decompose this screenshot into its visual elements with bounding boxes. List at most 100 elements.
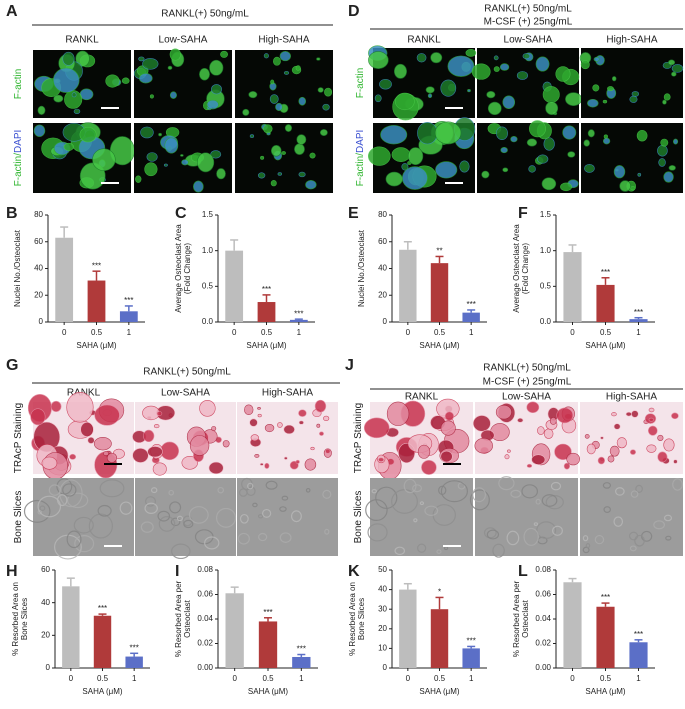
micrograph-feature — [542, 86, 560, 104]
significance: * — [438, 588, 441, 597]
micrograph-feature — [671, 412, 679, 420]
panel-header: RANKL(+) 50ng/mL — [483, 363, 571, 374]
micrograph-feature — [249, 134, 255, 138]
micrograph-feature — [556, 407, 574, 424]
micrograph-feature — [474, 437, 493, 454]
panel-header: M-CSF (+) 25ng/mL — [483, 377, 572, 388]
significance: *** — [124, 296, 133, 305]
y-tick-label: 60 — [41, 565, 50, 574]
micrograph-feature — [660, 138, 669, 147]
micrograph — [477, 123, 579, 193]
panel-letter: K — [348, 563, 360, 580]
row-label: TRAcP Staining — [13, 403, 24, 473]
micrograph-feature — [663, 93, 671, 101]
micrograph-feature — [242, 108, 250, 116]
micrograph-feature — [59, 479, 83, 508]
micrograph-feature — [541, 177, 557, 191]
micrograph-feature — [413, 518, 418, 523]
micrograph-feature — [277, 422, 283, 428]
y-tick-label: 0 — [383, 663, 388, 672]
micrograph-feature — [522, 53, 531, 60]
x-tick-label: 1 — [299, 674, 304, 683]
micrograph-feature — [264, 423, 275, 433]
micrograph-feature — [665, 535, 672, 541]
micrograph-feature — [79, 127, 97, 143]
panel-header: M-CSF (+) 25ng/mL — [484, 17, 573, 28]
x-tick-label: 0.5 — [600, 328, 612, 337]
row-label-part: Bone Slices — [353, 491, 364, 544]
micrograph-feature — [206, 99, 219, 110]
micrograph-feature — [648, 407, 655, 413]
micrograph-feature — [270, 79, 275, 85]
x-tick-label: 0 — [69, 674, 74, 683]
x-tick-label: 0.5 — [262, 674, 274, 683]
micrograph-feature — [657, 434, 664, 442]
micrograph-feature — [417, 444, 431, 459]
micrograph-feature — [132, 448, 149, 463]
micrograph-feature — [566, 452, 580, 466]
micrograph-feature — [593, 56, 600, 62]
y-axis-label: % Resorbed Area on — [348, 582, 357, 656]
y-tick-label: 1.0 — [202, 246, 214, 255]
x-tick-label: 0.5 — [97, 674, 109, 683]
micrograph-feature — [284, 124, 293, 132]
micrograph-feature — [367, 523, 388, 542]
micrograph-feature — [502, 167, 509, 173]
micrograph — [235, 123, 333, 193]
micrograph-feature — [635, 484, 643, 493]
micrograph-feature — [440, 480, 469, 503]
micrograph-feature — [279, 506, 287, 512]
micrograph-feature — [600, 436, 604, 440]
micrograph-feature — [495, 404, 512, 420]
micrograph-feature — [636, 129, 648, 142]
micrograph-feature — [586, 443, 596, 455]
y-tick-label: 30 — [378, 604, 387, 613]
column-label: High-SAHA — [262, 388, 313, 399]
column-label: High-SAHA — [606, 392, 657, 403]
y-tick-label: 0.0 — [540, 317, 552, 326]
micrograph-feature — [181, 455, 198, 470]
micrograph-feature — [62, 483, 77, 497]
row-label-part: F-actin — [13, 69, 24, 100]
bar — [563, 252, 582, 322]
micrograph-feature — [269, 94, 279, 104]
column-label: High-SAHA — [258, 35, 309, 46]
panel-letter: C — [175, 205, 187, 222]
micrograph-feature — [216, 168, 226, 180]
micrograph-feature — [304, 458, 317, 471]
row-label: F-actin — [355, 68, 366, 99]
micrograph-feature — [421, 460, 437, 475]
significance: *** — [466, 637, 475, 646]
micrograph-feature — [580, 60, 590, 70]
micrograph-feature — [498, 476, 515, 491]
micrograph-feature — [62, 51, 75, 66]
micrograph-feature — [156, 411, 163, 416]
y-tick-label: 0.06 — [197, 590, 213, 599]
micrograph-feature — [97, 504, 112, 517]
micrograph-feature — [375, 486, 398, 509]
micrograph-feature — [147, 446, 163, 458]
micrograph-feature — [87, 436, 95, 444]
micrograph-feature — [363, 417, 390, 439]
micrograph-feature — [324, 87, 333, 97]
micrograph-feature — [592, 84, 600, 92]
column-label: High-SAHA — [606, 35, 657, 46]
micrograph-feature — [283, 424, 295, 435]
micrograph-feature — [541, 494, 558, 507]
bar — [125, 656, 143, 668]
y-axis-label: % Resorbed Area per — [512, 580, 521, 657]
micrograph-feature — [69, 453, 77, 460]
y-tick-label: 50 — [378, 565, 387, 574]
bar — [462, 312, 480, 322]
y-tick-label: 1.5 — [202, 210, 214, 219]
x-axis-label: SAHA (μM) — [585, 687, 626, 696]
y-axis-label: Osteoclast — [521, 599, 530, 638]
x-tick-label: 0 — [570, 328, 575, 337]
micrograph-feature — [75, 50, 90, 67]
micrograph-feature — [533, 522, 539, 526]
x-tick-label: 0 — [232, 674, 237, 683]
panel-header: RANKL(+) 50ng/mL — [143, 367, 231, 378]
micrograph-feature — [499, 63, 510, 71]
micrograph-feature — [305, 487, 311, 493]
micrograph-feature — [319, 431, 324, 436]
